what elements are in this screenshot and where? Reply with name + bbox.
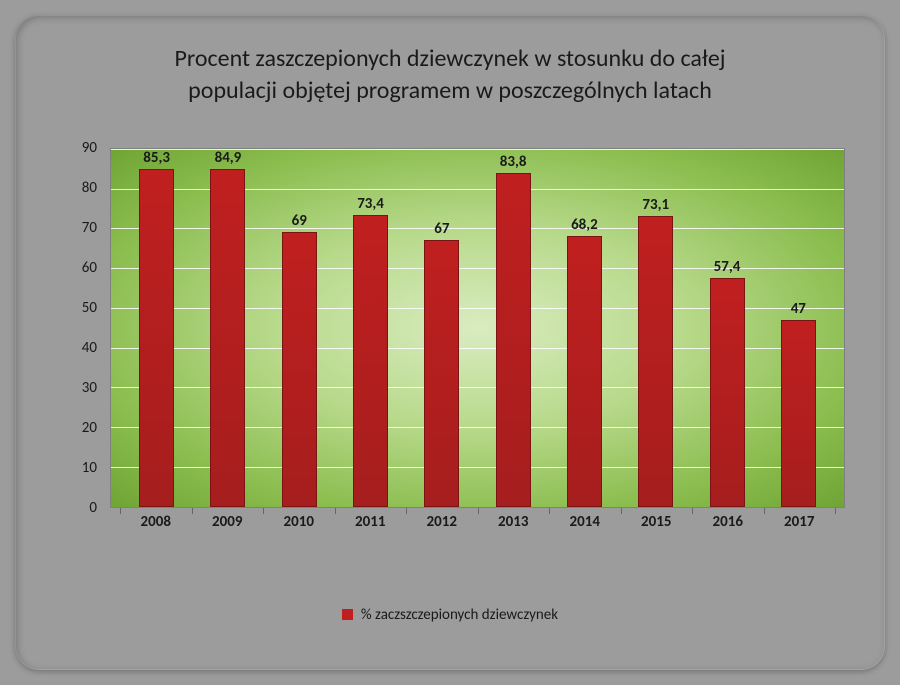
y-tick-label: 10 <box>57 459 97 477</box>
chart-title: Procent zaszczepionych dziewczynek w sto… <box>80 43 820 108</box>
bar-value-label: 83,8 <box>500 153 527 171</box>
y-tick-label: 70 <box>57 219 97 237</box>
bar-value-label: 73,1 <box>642 196 669 214</box>
bar <box>638 216 673 507</box>
bars-container: 85,3 84,9 69 73,4 67 83,8 68,2 73,1 57,4 47 <box>111 149 844 507</box>
bar-slot: 85,3 <box>121 149 192 507</box>
y-tick-label: 20 <box>57 419 97 437</box>
y-tick-label: 60 <box>57 259 97 277</box>
bar-slot: 84,9 <box>192 149 263 507</box>
y-tick-label: 80 <box>57 179 97 197</box>
x-axis: 2008200920102011201220132014201520162017 <box>110 513 845 531</box>
y-tick-label: 90 <box>57 139 97 157</box>
x-tick-label: 2012 <box>406 513 478 531</box>
y-tick-label: 50 <box>57 299 97 317</box>
x-tick-label: 2015 <box>621 513 693 531</box>
bar-slot: 47 <box>763 149 834 507</box>
title-line-1: Procent zaszczepionych dziewczynek w sto… <box>174 44 725 73</box>
plot-area: 85,3 84,9 69 73,4 67 83,8 68,2 73,1 57,4 47 <box>110 148 845 508</box>
bar <box>781 320 816 507</box>
bar-slot: 57,4 <box>691 149 762 507</box>
bar <box>210 169 245 507</box>
bar-value-label: 67 <box>434 220 449 238</box>
y-axis: 0102030405060708090 <box>55 148 105 508</box>
bar-slot: 67 <box>406 149 477 507</box>
bar-value-label: 68,2 <box>571 216 598 234</box>
bar-value-label: 85,3 <box>143 149 170 167</box>
y-tick-label: 30 <box>57 379 97 397</box>
title-line-2: populacji objętej programem w poszczegól… <box>188 76 712 105</box>
legend-swatch <box>342 609 353 620</box>
bar-slot: 83,8 <box>477 149 548 507</box>
bar-slot: 73,4 <box>335 149 406 507</box>
legend: % zaczszczepionych dziewczynek <box>55 606 845 624</box>
x-tick-label: 2014 <box>549 513 621 531</box>
bar <box>710 278 745 506</box>
x-tick-label: 2010 <box>263 513 335 531</box>
bar <box>424 240 459 507</box>
bar-value-label: 47 <box>791 300 806 318</box>
bar <box>353 215 388 507</box>
bar-value-label: 69 <box>292 212 307 230</box>
x-tick-label: 2013 <box>478 513 550 531</box>
bar <box>567 236 602 507</box>
bar <box>496 173 531 506</box>
bar-value-label: 73,4 <box>357 195 384 213</box>
bar-value-label: 84,9 <box>215 149 242 167</box>
chart-panel: Procent zaszczepionych dziewczynek w sto… <box>15 15 885 670</box>
x-tick-label: 2017 <box>764 513 836 531</box>
bar <box>282 232 317 506</box>
chart-area: 0102030405060708090 85,384,96973,46783,8… <box>55 148 845 548</box>
y-tick-label: 40 <box>57 339 97 357</box>
x-tick-label: 2008 <box>120 513 192 531</box>
x-tick-label: 2016 <box>692 513 764 531</box>
bar-slot: 69 <box>264 149 335 507</box>
x-tick-label: 2011 <box>335 513 407 531</box>
bar-slot: 73,1 <box>620 149 691 507</box>
legend-label: % zaczszczepionych dziewczynek <box>361 606 558 624</box>
x-tick-label: 2009 <box>192 513 264 531</box>
bar-slot: 68,2 <box>549 149 620 507</box>
bar-value-label: 57,4 <box>714 258 741 276</box>
y-tick-label: 0 <box>57 499 97 517</box>
bar <box>139 169 174 507</box>
